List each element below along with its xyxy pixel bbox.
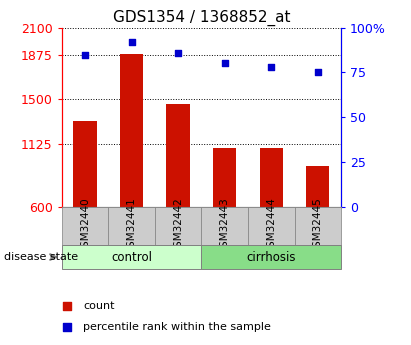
Text: GSM32440: GSM32440 [80,198,90,254]
Point [175,50,181,56]
FancyBboxPatch shape [62,207,108,245]
FancyBboxPatch shape [201,245,341,269]
Point [222,61,228,66]
Text: percentile rank within the sample: percentile rank within the sample [83,322,271,332]
Text: GSM32442: GSM32442 [173,198,183,254]
Bar [73,121,97,207]
Point [334,19,341,25]
FancyBboxPatch shape [295,207,341,245]
Bar [306,166,330,207]
Bar [260,148,283,207]
Point [314,70,321,75]
Text: GSM32441: GSM32441 [127,198,136,254]
Text: count: count [83,301,115,311]
FancyBboxPatch shape [201,207,248,245]
FancyBboxPatch shape [108,207,155,245]
Text: control: control [111,250,152,264]
Bar [120,54,143,207]
Text: GSM32445: GSM32445 [313,198,323,254]
Point [82,52,88,57]
FancyBboxPatch shape [248,207,295,245]
Text: GSM32443: GSM32443 [220,198,230,254]
Bar [213,148,236,207]
Title: GDS1354 / 1368852_at: GDS1354 / 1368852_at [113,10,290,26]
Text: disease state: disease state [4,252,78,262]
Text: GSM32444: GSM32444 [266,198,276,254]
Text: cirrhosis: cirrhosis [247,250,296,264]
Bar [166,104,190,207]
Point [128,39,135,45]
Point [268,64,275,70]
FancyBboxPatch shape [62,245,201,269]
FancyBboxPatch shape [155,207,201,245]
Point [334,211,341,217]
